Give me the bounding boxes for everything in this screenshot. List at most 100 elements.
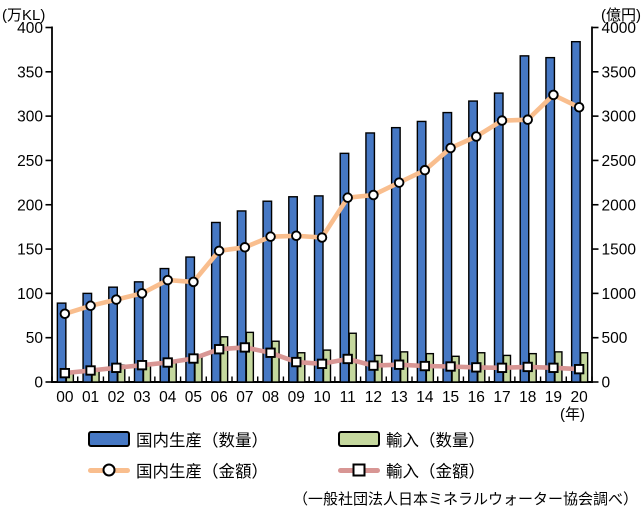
x-axis-category-label: 19	[545, 389, 562, 406]
import-value-line-swatch-icon	[338, 461, 380, 479]
marker-domestic-value-12	[368, 189, 379, 201]
x-axis-category-label: 00	[56, 389, 74, 406]
marker-import-value-04	[162, 357, 173, 368]
marker-domestic-value-18	[522, 114, 533, 125]
right-axis-tick-label: 3500	[602, 64, 637, 81]
marker-import-value-15	[445, 361, 456, 372]
marker-domestic-value-17	[496, 115, 508, 126]
marker-import-value-17	[496, 362, 508, 373]
bar-domestic-volume-10	[313, 195, 324, 383]
bar-domestic-volume-00	[56, 302, 67, 383]
marker-domestic-value-06	[213, 245, 225, 257]
right-axis-tick-label: 500	[602, 330, 628, 347]
bar-domestic-volume-11	[339, 152, 350, 383]
marker-import-value-02	[111, 362, 122, 373]
marker-domestic-value-20	[573, 102, 585, 113]
marker-domestic-value-03	[136, 288, 148, 299]
right-axis-tick-label: 2500	[602, 153, 637, 170]
x-axis-category-label: 03	[133, 389, 150, 406]
marker-domestic-value-16	[471, 131, 482, 142]
marker-domestic-value-08	[265, 231, 276, 242]
bar-domestic-volume-19	[545, 56, 556, 383]
marker-import-value-20	[573, 363, 585, 375]
x-axis-category-label: 06	[211, 389, 228, 406]
marker-import-value-12	[368, 360, 379, 371]
bar-import-volume-07	[245, 331, 255, 383]
x-axis-category-label: 07	[236, 389, 253, 406]
x-axis-category-label: 20	[571, 389, 589, 406]
x-axis-unit: (年)	[560, 406, 585, 423]
source-attribution: （一般社団法人日本ミネラルウォーター協会調べ）	[292, 491, 638, 508]
bar-import-volume-08	[271, 340, 280, 383]
left-axis-tick-label: 400	[17, 20, 43, 37]
legend-label-import-value: 輸入（金額）	[386, 463, 485, 481]
marker-domestic-value-02	[111, 294, 122, 305]
marker-domestic-value-14	[419, 164, 431, 176]
marker-import-value-11	[342, 353, 353, 365]
bar-domestic-volume-16	[468, 100, 478, 383]
marker-import-value-07	[239, 342, 251, 353]
marker-import-value-19	[548, 362, 559, 373]
left-axis-tick-label: 50	[26, 330, 44, 347]
legend-label-domestic-value: 国内生産（金額）	[136, 463, 268, 481]
import-volume-swatch-icon	[338, 431, 380, 447]
x-axis-category-label: 18	[519, 389, 536, 406]
marker-domestic-value-05	[188, 276, 199, 288]
marker-import-value-14	[419, 360, 431, 372]
bar-domestic-volume-18	[519, 55, 530, 383]
legend-item-domestic-value: 国内生産（金額）	[88, 458, 338, 482]
bar-import-volume-06	[219, 336, 229, 383]
right-axis-tick-label: 2000	[602, 197, 637, 214]
legend-item-import-volume: 輸入（数量）	[338, 427, 485, 451]
marker-domestic-value-04	[162, 274, 173, 286]
legend-item-domestic-volume: 国内生産（数量）	[88, 427, 338, 451]
bar-domestic-volume-20	[570, 40, 581, 383]
x-axis-category-label: 16	[468, 389, 485, 406]
left-axis-tick-label: 300	[17, 109, 43, 126]
marker-import-value-10	[316, 358, 328, 369]
marker-domestic-value-01	[85, 300, 96, 312]
domestic-value-line-swatch-icon	[88, 461, 130, 479]
chart-legend: 国内生産（数量） 輸入（数量） 国内生産（金額） 輸入（金額）	[88, 427, 485, 482]
right-axis-tick-label: 1500	[602, 242, 637, 259]
x-axis-category-label: 12	[365, 389, 382, 406]
left-axis-tick-label: 250	[17, 153, 43, 170]
marker-import-value-13	[393, 359, 405, 370]
left-axis-unit: (万KL)	[2, 7, 46, 24]
bar-domestic-volume-14	[416, 120, 427, 383]
bar-domestic-volume-01	[82, 292, 93, 383]
x-axis-category-label: 10	[313, 389, 331, 406]
x-axis-category-label: 13	[391, 389, 408, 406]
bar-domestic-volume-13	[390, 126, 401, 383]
bar-domestic-volume-05	[185, 256, 196, 383]
legend-item-import-value: 輸入（金額）	[338, 458, 485, 482]
marker-domestic-value-13	[393, 177, 405, 188]
marker-domestic-value-19	[548, 89, 559, 101]
bar-domestic-volume-12	[365, 132, 376, 383]
right-axis-tick-label: 4000	[602, 20, 637, 37]
mineral-water-chart: 0501001502002503003504000500100015002000…	[17, 20, 637, 406]
legend-label-domestic-volume: 国内生産（数量）	[136, 432, 268, 450]
x-axis-category-label: 09	[288, 389, 305, 406]
left-axis-tick-label: 350	[17, 64, 43, 81]
marker-import-value-09	[291, 356, 302, 368]
domestic-volume-swatch-icon	[88, 431, 130, 447]
x-axis-category-label: 11	[340, 389, 356, 406]
bar-domestic-volume-08	[262, 200, 273, 383]
right-axis-tick-label: 3000	[602, 109, 637, 126]
marker-domestic-value-10	[316, 232, 328, 243]
bar-domestic-volume-02	[108, 286, 118, 383]
bar-domestic-volume-17	[493, 92, 504, 383]
marker-import-value-18	[522, 361, 533, 373]
right-axis-tick-label: 0	[602, 375, 611, 392]
bar-domestic-volume-09	[288, 196, 298, 383]
marker-import-value-06	[213, 344, 225, 355]
left-axis-tick-label: 100	[17, 286, 43, 303]
marker-domestic-value-09	[291, 230, 302, 242]
marker-domestic-value-15	[445, 142, 456, 154]
marker-domestic-value-11	[342, 192, 353, 203]
bar-domestic-volume-06	[210, 221, 221, 383]
left-axis-tick-label: 150	[17, 242, 43, 259]
marker-import-value-00	[59, 367, 71, 379]
marker-import-value-01	[85, 365, 96, 376]
